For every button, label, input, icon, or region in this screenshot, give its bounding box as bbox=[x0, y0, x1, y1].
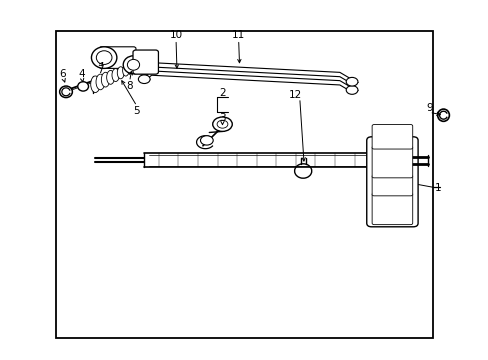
Text: 8: 8 bbox=[126, 81, 133, 91]
Ellipse shape bbox=[133, 61, 139, 71]
FancyBboxPatch shape bbox=[371, 146, 412, 178]
Ellipse shape bbox=[123, 56, 143, 74]
Circle shape bbox=[346, 86, 357, 94]
Ellipse shape bbox=[96, 51, 112, 64]
Text: 5: 5 bbox=[133, 106, 140, 116]
Text: 7: 7 bbox=[97, 65, 103, 75]
FancyBboxPatch shape bbox=[371, 193, 412, 225]
Ellipse shape bbox=[128, 63, 134, 73]
Text: 12: 12 bbox=[288, 90, 302, 100]
Ellipse shape bbox=[91, 47, 117, 68]
FancyBboxPatch shape bbox=[371, 175, 412, 196]
Ellipse shape bbox=[96, 74, 104, 90]
Ellipse shape bbox=[117, 67, 124, 79]
Ellipse shape bbox=[127, 59, 140, 70]
Ellipse shape bbox=[101, 72, 109, 87]
FancyBboxPatch shape bbox=[371, 125, 412, 149]
Ellipse shape bbox=[78, 82, 88, 91]
Circle shape bbox=[346, 77, 357, 86]
Text: 11: 11 bbox=[231, 30, 245, 40]
Text: 3: 3 bbox=[219, 113, 225, 123]
Ellipse shape bbox=[122, 65, 129, 76]
Circle shape bbox=[138, 75, 150, 84]
Circle shape bbox=[200, 136, 213, 145]
FancyBboxPatch shape bbox=[99, 47, 136, 68]
Circle shape bbox=[138, 66, 150, 75]
Circle shape bbox=[212, 117, 232, 131]
Ellipse shape bbox=[112, 69, 119, 82]
Text: 6: 6 bbox=[59, 69, 65, 79]
Circle shape bbox=[217, 120, 227, 128]
FancyBboxPatch shape bbox=[366, 137, 417, 227]
FancyBboxPatch shape bbox=[133, 50, 158, 74]
Text: 2: 2 bbox=[219, 88, 225, 98]
Text: 10: 10 bbox=[169, 30, 182, 40]
Ellipse shape bbox=[91, 76, 100, 93]
Text: 4: 4 bbox=[79, 69, 85, 79]
Text: 9: 9 bbox=[425, 103, 432, 113]
Text: 1: 1 bbox=[433, 183, 440, 193]
Ellipse shape bbox=[437, 109, 448, 121]
Ellipse shape bbox=[106, 71, 114, 84]
Bar bbox=[56, 31, 432, 338]
Ellipse shape bbox=[60, 86, 72, 98]
